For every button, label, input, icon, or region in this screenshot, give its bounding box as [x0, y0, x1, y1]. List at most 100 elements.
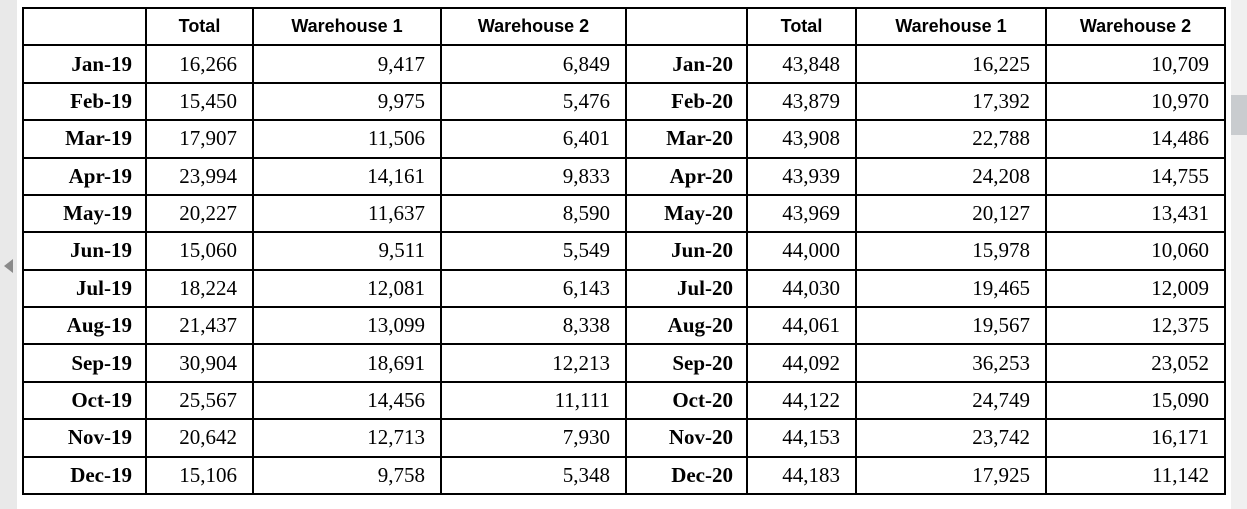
- row-header-month[interactable]: Jul-20: [627, 270, 748, 308]
- total-cell[interactable]: 44,061: [748, 308, 857, 346]
- total-cell[interactable]: 44,153: [748, 420, 857, 458]
- warehouse1-cell[interactable]: 9,511: [254, 233, 442, 271]
- row-header-month[interactable]: Sep-19: [24, 345, 147, 383]
- warehouse2-cell[interactable]: 15,090: [1047, 382, 1226, 421]
- vertical-scrollbar-track[interactable]: [1231, 0, 1247, 509]
- total-cell[interactable]: 15,060: [147, 233, 254, 271]
- column-header[interactable]: Warehouse 1: [254, 9, 442, 47]
- warehouse2-cell[interactable]: 5,549: [442, 233, 627, 271]
- warehouse2-cell[interactable]: 11,142: [1047, 457, 1226, 495]
- column-header[interactable]: Warehouse 2: [442, 9, 627, 47]
- column-header[interactable]: Total: [748, 9, 857, 47]
- row-header-month[interactable]: Apr-20: [627, 158, 748, 196]
- vertical-scrollbar-thumb[interactable]: [1231, 95, 1247, 135]
- warehouse1-cell[interactable]: 17,392: [857, 83, 1047, 122]
- warehouse2-cell[interactable]: 14,486: [1047, 121, 1226, 159]
- warehouse2-cell[interactable]: 16,171: [1047, 420, 1226, 458]
- warehouse1-cell[interactable]: 23,742: [857, 420, 1047, 458]
- row-header-month[interactable]: Mar-19: [24, 121, 147, 159]
- warehouse2-cell[interactable]: 14,755: [1047, 158, 1226, 196]
- warehouse2-cell[interactable]: 5,348: [442, 457, 627, 495]
- total-cell[interactable]: 30,904: [147, 345, 254, 383]
- total-cell[interactable]: 20,227: [147, 195, 254, 234]
- warehouse1-cell[interactable]: 9,975: [254, 83, 442, 122]
- corner-header-cell-left[interactable]: [24, 9, 147, 47]
- warehouse2-cell[interactable]: 12,009: [1047, 270, 1226, 308]
- warehouse1-cell[interactable]: 17,925: [857, 457, 1047, 495]
- row-header-month[interactable]: Dec-19: [24, 457, 147, 495]
- total-cell[interactable]: 44,122: [748, 382, 857, 421]
- warehouse2-cell[interactable]: 5,476: [442, 83, 627, 122]
- warehouse2-cell[interactable]: 8,590: [442, 195, 627, 234]
- warehouse1-cell[interactable]: 19,465: [857, 270, 1047, 308]
- total-cell[interactable]: 44,183: [748, 457, 857, 495]
- warehouse2-cell[interactable]: 6,849: [442, 46, 627, 84]
- row-header-month[interactable]: Jan-19: [24, 46, 147, 84]
- total-cell[interactable]: 43,908: [748, 121, 857, 159]
- row-header-month[interactable]: Sep-20: [627, 345, 748, 383]
- warehouse2-cell[interactable]: 10,060: [1047, 233, 1226, 271]
- warehouse1-cell[interactable]: 12,081: [254, 270, 442, 308]
- row-header-month[interactable]: Nov-19: [24, 420, 147, 458]
- warehouse2-cell[interactable]: 6,143: [442, 270, 627, 308]
- warehouse1-cell[interactable]: 13,099: [254, 308, 442, 346]
- warehouse1-cell[interactable]: 9,758: [254, 457, 442, 495]
- scroll-left-arrow-icon[interactable]: [4, 259, 13, 273]
- warehouse2-cell[interactable]: 6,401: [442, 121, 627, 159]
- row-header-month[interactable]: Apr-19: [24, 158, 147, 196]
- warehouse1-cell[interactable]: 24,208: [857, 158, 1047, 196]
- total-cell[interactable]: 16,266: [147, 46, 254, 84]
- warehouse2-cell[interactable]: 11,111: [442, 382, 627, 421]
- total-cell[interactable]: 23,994: [147, 158, 254, 196]
- row-header-month[interactable]: Mar-20: [627, 121, 748, 159]
- total-cell[interactable]: 43,848: [748, 46, 857, 84]
- row-header-month[interactable]: Nov-20: [627, 420, 748, 458]
- column-header[interactable]: Warehouse 1: [857, 9, 1047, 47]
- total-cell[interactable]: 20,642: [147, 420, 254, 458]
- total-cell[interactable]: 15,450: [147, 83, 254, 122]
- warehouse2-cell[interactable]: 23,052: [1047, 345, 1226, 383]
- total-cell[interactable]: 43,879: [748, 83, 857, 122]
- row-header-month[interactable]: Aug-19: [24, 308, 147, 346]
- row-header-month[interactable]: Dec-20: [627, 457, 748, 495]
- warehouse2-cell[interactable]: 10,970: [1047, 83, 1226, 122]
- total-cell[interactable]: 18,224: [147, 270, 254, 308]
- warehouse2-cell[interactable]: 12,375: [1047, 308, 1226, 346]
- total-cell[interactable]: 43,939: [748, 158, 857, 196]
- warehouse1-cell[interactable]: 11,637: [254, 195, 442, 234]
- row-header-month[interactable]: May-20: [627, 195, 748, 234]
- row-header-month[interactable]: Jul-19: [24, 270, 147, 308]
- column-header[interactable]: Total: [147, 9, 254, 47]
- total-cell[interactable]: 44,000: [748, 233, 857, 271]
- column-header[interactable]: Warehouse 2: [1047, 9, 1226, 47]
- warehouse2-cell[interactable]: 7,930: [442, 420, 627, 458]
- row-header-month[interactable]: Jun-19: [24, 233, 147, 271]
- row-header-month[interactable]: Feb-19: [24, 83, 147, 122]
- warehouse2-cell[interactable]: 9,833: [442, 158, 627, 196]
- warehouse2-cell[interactable]: 13,431: [1047, 195, 1226, 234]
- total-cell[interactable]: 25,567: [147, 382, 254, 421]
- warehouse2-cell[interactable]: 8,338: [442, 308, 627, 346]
- warehouse1-cell[interactable]: 22,788: [857, 121, 1047, 159]
- warehouse2-cell[interactable]: 12,213: [442, 345, 627, 383]
- warehouse1-cell[interactable]: 11,506: [254, 121, 442, 159]
- total-cell[interactable]: 44,092: [748, 345, 857, 383]
- warehouse1-cell[interactable]: 36,253: [857, 345, 1047, 383]
- corner-header-cell-right[interactable]: [627, 9, 748, 47]
- total-cell[interactable]: 17,907: [147, 121, 254, 159]
- total-cell[interactable]: 43,969: [748, 195, 857, 234]
- warehouse1-cell[interactable]: 16,225: [857, 46, 1047, 84]
- total-cell[interactable]: 21,437: [147, 308, 254, 346]
- warehouse1-cell[interactable]: 24,749: [857, 382, 1047, 421]
- row-header-month[interactable]: Jan-20: [627, 46, 748, 84]
- warehouse1-cell[interactable]: 9,417: [254, 46, 442, 84]
- warehouse1-cell[interactable]: 19,567: [857, 308, 1047, 346]
- warehouse1-cell[interactable]: 12,713: [254, 420, 442, 458]
- row-header-month[interactable]: Oct-20: [627, 382, 748, 421]
- warehouse1-cell[interactable]: 20,127: [857, 195, 1047, 234]
- row-header-month[interactable]: Oct-19: [24, 382, 147, 421]
- total-cell[interactable]: 15,106: [147, 457, 254, 495]
- total-cell[interactable]: 44,030: [748, 270, 857, 308]
- warehouse1-cell[interactable]: 15,978: [857, 233, 1047, 271]
- row-header-month[interactable]: Feb-20: [627, 83, 748, 122]
